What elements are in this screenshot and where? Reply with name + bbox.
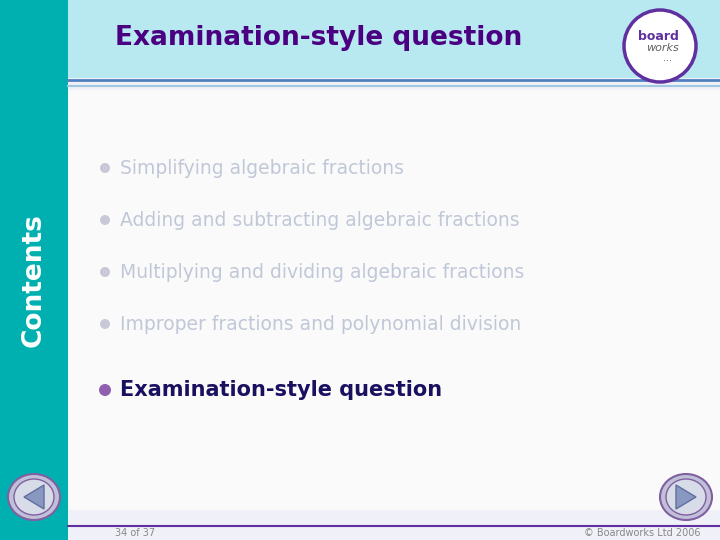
Text: © Boardworks Ltd 2006: © Boardworks Ltd 2006 [583,528,700,538]
Text: Examination-style question: Examination-style question [115,25,522,51]
Ellipse shape [100,215,110,225]
Text: Adding and subtracting algebraic fractions: Adding and subtracting algebraic fractio… [120,211,520,229]
Ellipse shape [14,479,54,515]
Text: Multiplying and dividing algebraic fractions: Multiplying and dividing algebraic fract… [120,262,524,281]
Ellipse shape [624,10,696,82]
Ellipse shape [99,384,111,396]
Text: Simplifying algebraic fractions: Simplifying algebraic fractions [120,159,404,178]
Text: Examination-style question: Examination-style question [120,380,442,400]
Polygon shape [676,485,696,509]
Bar [68,0,720,78]
Ellipse shape [8,474,60,520]
Polygon shape [24,485,44,509]
Ellipse shape [666,479,706,515]
Text: works: works [646,43,678,53]
Ellipse shape [660,474,712,520]
Bar [0,0,68,540]
Ellipse shape [100,163,110,173]
Ellipse shape [100,267,110,277]
Text: ...: ... [664,53,672,63]
Ellipse shape [100,319,110,329]
Text: Contents: Contents [21,213,47,347]
Bar [68,90,720,510]
Text: 34 of 37: 34 of 37 [115,528,155,538]
Text: board: board [638,30,678,43]
Text: Improper fractions and polynomial division: Improper fractions and polynomial divisi… [120,314,521,334]
